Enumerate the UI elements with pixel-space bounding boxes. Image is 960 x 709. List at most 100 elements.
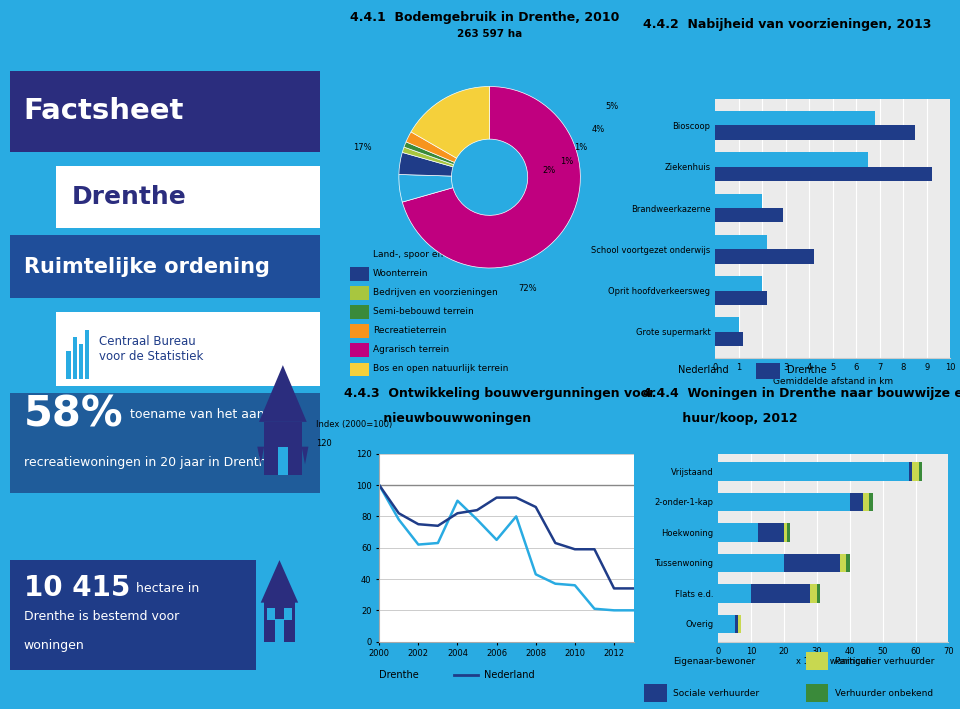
Bar [715,111,876,125]
Bar [784,523,787,542]
Text: Land-, spoor en waterwegen: Land-, spoor en waterwegen [372,250,502,259]
Bar [715,332,743,346]
Bar [644,652,666,671]
Nederland [628,584,639,593]
Bar [264,422,301,475]
Text: 17%: 17% [353,143,372,152]
Bar [810,584,817,603]
Nederland [373,481,385,489]
Nederland [588,545,600,554]
Line: Drenthe: Drenthe [379,485,634,610]
Drenthe [373,481,385,489]
Line: Nederland: Nederland [379,485,634,588]
Bar [817,584,820,603]
Bar [850,493,863,511]
Text: 120: 120 [316,440,331,448]
X-axis label: Gemiddelde afstand in km: Gemiddelde afstand in km [773,377,893,386]
Text: nieuwbouwwoningen: nieuwbouwwoningen [344,412,531,425]
Text: hectare in: hectare in [136,582,200,595]
Bar [349,343,369,357]
Text: Semi-bebouwd terrein: Semi-bebouwd terrein [372,307,473,316]
Bar [349,286,369,300]
Bar [276,619,283,642]
Text: Woonterrein: Woonterrein [372,269,428,278]
Bar [756,363,780,379]
Bar [718,615,734,633]
Bar [718,462,909,481]
Text: 2%: 2% [542,166,555,174]
Drenthe [609,606,620,615]
Bar [715,152,868,167]
Wedge shape [404,142,454,164]
Bar [718,523,757,542]
Wedge shape [402,86,581,268]
Bar [284,608,293,620]
Bar [847,554,850,572]
Nederland [393,509,404,518]
Bar [349,306,369,319]
Nederland [471,506,483,515]
Bar [349,324,369,338]
Bar [738,615,741,633]
Text: Bedrijven en voorzieningen: Bedrijven en voorzieningen [372,288,497,297]
Drenthe [393,515,404,524]
Nederland [491,493,502,502]
Drenthe [413,540,424,549]
Text: Nederland: Nederland [484,669,534,680]
FancyBboxPatch shape [11,560,255,670]
Text: 263 597 ha: 263 597 ha [457,28,522,38]
Wedge shape [398,174,453,202]
Bar [718,493,850,511]
Text: Ruimtelijke ordening: Ruimtelijke ordening [24,257,270,277]
Text: Bos en open natuurlijk terrein: Bos en open natuurlijk terrein [372,364,509,373]
Nederland [569,545,581,554]
Bar [277,447,288,475]
Text: recreatiewoningen in 20 jaar in Drenthe: recreatiewoningen in 20 jaar in Drenthe [24,456,275,469]
Bar [267,608,275,620]
Bar [718,584,751,603]
Text: huur/koop, 2012: huur/koop, 2012 [643,412,798,425]
Bar [715,235,767,250]
Text: Recreatieterrein: Recreatieterrein [372,326,446,335]
Bar [84,330,89,379]
Text: Sociale verhuurder: Sociale verhuurder [673,689,759,698]
Text: Drenthe is bestemd voor: Drenthe is bestemd voor [24,610,180,623]
Text: Drenthe: Drenthe [72,185,186,209]
Bar [715,208,783,223]
Text: toename van het aantal: toename van het aantal [130,408,280,421]
Drenthe [569,581,581,590]
Bar [73,337,77,379]
Nederland [511,493,522,502]
Polygon shape [257,447,264,464]
Bar [751,584,810,603]
Text: 10 415: 10 415 [24,574,131,603]
Bar [718,554,784,572]
Drenthe [530,570,541,579]
Bar [734,615,738,633]
Bar [715,194,762,208]
FancyBboxPatch shape [57,166,321,228]
Wedge shape [402,147,454,167]
Text: Particulier verhuurder: Particulier verhuurder [834,657,934,666]
Polygon shape [259,365,306,422]
Text: Agrarisch terrein: Agrarisch terrein [372,345,449,354]
Bar [646,363,671,379]
Bar [840,554,847,572]
Drenthe [588,605,600,613]
Text: 58%: 58% [24,393,124,436]
Text: 5%: 5% [606,102,619,111]
Drenthe [432,539,444,547]
Nederland [452,509,464,518]
Text: 72%: 72% [518,284,537,293]
Drenthe [491,535,502,544]
Bar [870,493,873,511]
Bar [919,462,923,481]
Drenthe [471,515,483,524]
Bar [349,267,369,281]
Text: 4%: 4% [592,125,605,134]
Text: 1%: 1% [574,143,587,152]
Text: 1%: 1% [560,157,573,166]
FancyBboxPatch shape [57,312,321,386]
Nederland [609,584,620,593]
Nederland [530,503,541,511]
